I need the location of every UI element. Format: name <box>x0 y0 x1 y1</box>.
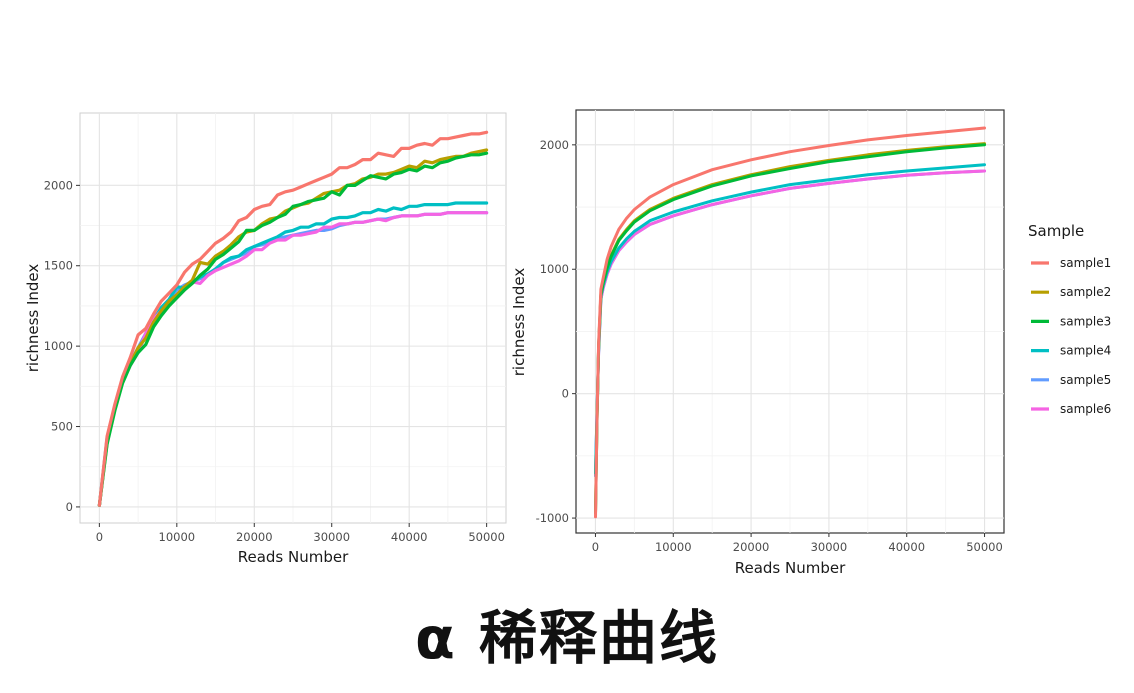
left-y-tick-labels: 0 500 1000 1500 2000 <box>44 178 80 514</box>
y-tick-label: 2000 <box>540 138 569 152</box>
x-tick-label: 10000 <box>159 530 196 544</box>
y-tick-label: 2000 <box>44 178 73 192</box>
left-gridlines <box>80 113 506 523</box>
x-tick-label: 40000 <box>888 540 925 554</box>
series-line-sample3 <box>97 151 489 507</box>
series-line-sample4 <box>97 201 489 507</box>
x-tick-label: 50000 <box>966 540 1003 554</box>
left-x-tick-labels: 0 10000 20000 30000 40000 50000 <box>96 523 505 544</box>
x-tick-label: 20000 <box>733 540 770 554</box>
x-tick-label: 0 <box>592 540 599 554</box>
legend-label: sample3 <box>1060 314 1111 328</box>
legend-item-sample2: sample2 <box>1031 285 1111 299</box>
series-line-sample1 <box>97 130 489 507</box>
series-line-sample1 <box>594 126 986 519</box>
legend-title: Sample <box>1028 222 1084 240</box>
left-x-axis-title: Reads Number <box>238 548 349 566</box>
legend-label: sample5 <box>1060 373 1111 387</box>
legend-label: sample4 <box>1060 344 1111 358</box>
y-tick-label: 1500 <box>44 259 73 273</box>
legend-item-sample5: sample5 <box>1031 373 1111 387</box>
x-tick-label: 50000 <box>468 530 505 544</box>
x-tick-label: 30000 <box>811 540 848 554</box>
figure-caption: α 稀释曲线 <box>414 604 720 672</box>
y-tick-label: 500 <box>51 420 73 434</box>
left-series-lines <box>97 130 489 507</box>
y-tick-label: -1000 <box>536 511 569 525</box>
y-tick-label: 0 <box>562 387 569 401</box>
x-tick-label: 10000 <box>655 540 692 554</box>
left-rarefaction-chart: 0 10000 20000 30000 40000 50000 0 500 1000 1500 2… <box>24 112 507 566</box>
legend-items: sample1 sample2 sample3 sample4 sample5 sampl… <box>1031 256 1111 416</box>
x-tick-label: 40000 <box>391 530 428 544</box>
legend-label: sample6 <box>1060 402 1111 416</box>
right-y-axis-title: richness Index <box>510 268 528 377</box>
legend-item-sample1: sample1 <box>1031 256 1111 270</box>
legend-label: sample1 <box>1060 256 1111 270</box>
x-tick-label: 30000 <box>313 530 350 544</box>
legend-item-sample3: sample3 <box>1031 314 1111 328</box>
right-series-lines <box>594 126 986 519</box>
x-tick-label: 20000 <box>236 530 273 544</box>
y-tick-label: 1000 <box>540 262 569 276</box>
right-x-axis-title: Reads Number <box>735 559 846 577</box>
right-gridlines <box>576 110 1004 533</box>
x-tick-label: 0 <box>96 530 103 544</box>
left-y-axis-title: richness Index <box>24 264 42 373</box>
y-tick-label: 1000 <box>44 339 73 353</box>
y-tick-label: 0 <box>66 500 73 514</box>
right-y-tick-labels: -1000 0 1000 2000 <box>536 138 576 525</box>
legend: Sample sample1sample2sample3sample4sampl… <box>1028 222 1111 416</box>
legend-item-sample6: sample6 <box>1031 402 1111 416</box>
legend-item-sample4: sample4 <box>1031 344 1111 358</box>
legend-label: sample2 <box>1060 285 1111 299</box>
right-rarefaction-chart: 0 10000 20000 30000 40000 50000 -1000 0 1000 200… <box>510 109 1005 577</box>
right-x-tick-labels: 0 10000 20000 30000 40000 50000 <box>592 533 1003 554</box>
